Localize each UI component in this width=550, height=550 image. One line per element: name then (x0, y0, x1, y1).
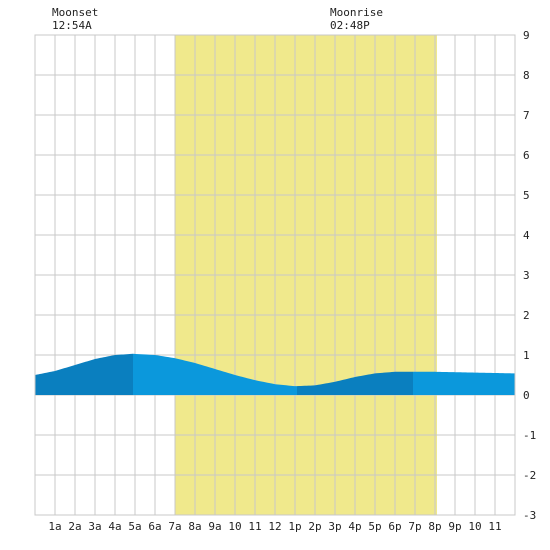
y-tick-label: 4 (523, 229, 530, 242)
x-tick-label: 2a (68, 520, 81, 533)
y-tick-label: 0 (523, 389, 530, 402)
moonrise-label: Moonrise (330, 6, 383, 19)
grid-layer (35, 35, 515, 515)
x-tick-label: 8a (188, 520, 201, 533)
moonrise-time: 02:48P (330, 19, 370, 32)
moonset-label: Moonset (52, 6, 98, 19)
tide-segment (297, 371, 413, 395)
x-tick-label: 10 (468, 520, 481, 533)
tide-segment (35, 353, 133, 395)
x-tick-label: 1a (48, 520, 61, 533)
x-axis-labels: 1a 2a 3a 4a 5a 6a 7a 8a 9a 10 11 12 1p 2p 3p 4p 5p 6p 7p 8p… (48, 520, 501, 533)
x-tick-label: 8p (428, 520, 441, 533)
y-tick-label: 1 (523, 349, 530, 362)
tide-segment (413, 371, 515, 395)
x-tick-label: 1p (288, 520, 301, 533)
x-tick-label: 5p (368, 520, 381, 533)
y-tick-label: 5 (523, 189, 530, 202)
x-tick-label: 4a (108, 520, 121, 533)
x-tick-label: 4p (348, 520, 361, 533)
x-tick-label: 3p (328, 520, 341, 533)
y-tick-label: -2 (523, 469, 536, 482)
x-tick-label: 11 (248, 520, 261, 533)
x-tick-label: 9p (448, 520, 461, 533)
y-tick-label: 9 (523, 29, 530, 42)
x-tick-label: 6p (388, 520, 401, 533)
y-tick-label: 8 (523, 69, 530, 82)
tide-area-layer (35, 353, 515, 395)
y-tick-label: -1 (523, 429, 536, 442)
x-tick-label: 9a (208, 520, 221, 533)
tide-segment (133, 353, 297, 395)
x-tick-label: 11 (488, 520, 501, 533)
moonset-time: 12:54A (52, 19, 92, 32)
x-tick-label: 10 (228, 520, 241, 533)
x-tick-label: 5a (128, 520, 141, 533)
x-tick-label: 12 (268, 520, 281, 533)
y-tick-label: -3 (523, 509, 536, 522)
y-tick-label: 2 (523, 309, 530, 322)
plot-border (34, 34, 516, 516)
x-tick-label: 7a (168, 520, 181, 533)
x-tick-label: 3a (88, 520, 101, 533)
y-axis-labels: -3 -2 -1 0 1 2 3 4 5 6 7 8 9 (523, 29, 536, 522)
x-tick-label: 7p (408, 520, 421, 533)
x-tick-label: 2p (308, 520, 321, 533)
x-tick-label: 6a (148, 520, 161, 533)
y-tick-label: 6 (523, 149, 530, 162)
y-tick-label: 7 (523, 109, 530, 122)
y-tick-label: 3 (523, 269, 530, 282)
